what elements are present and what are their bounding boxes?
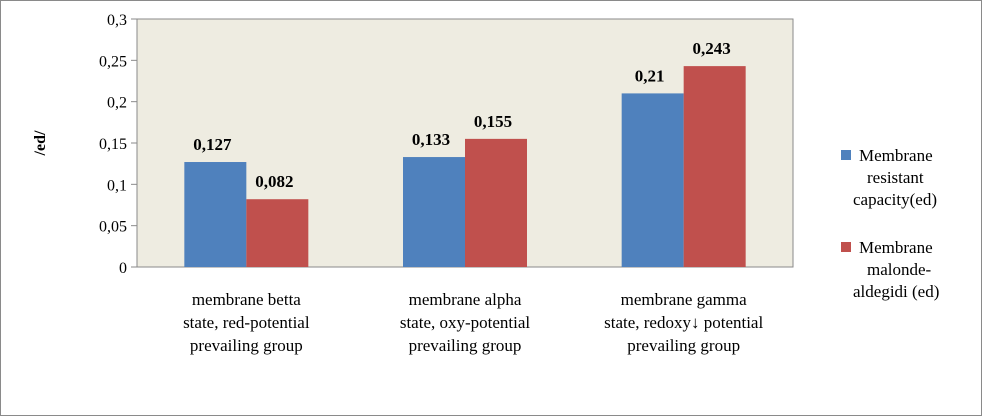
category-label: prevailing group: [409, 336, 522, 355]
bar: [184, 162, 247, 267]
legend-label: capacity(ed): [853, 190, 937, 209]
data-labels: 0,127 0,133 0,21 0,082 0,155 0,243: [193, 39, 731, 191]
data-label: 0,21: [635, 66, 665, 85]
legend-label: Membrane: [859, 146, 933, 165]
y-tick-label: 0,2: [107, 95, 127, 112]
category-label: membrane gamma: [621, 290, 747, 309]
category-label: state, oxy-potential: [400, 313, 531, 332]
y-axis-title: /ed/: [32, 130, 49, 156]
legend-label: resistant: [867, 168, 924, 187]
legend-label: malonde-: [867, 260, 932, 279]
legend-swatch: [841, 242, 851, 252]
category-label: prevailing group: [627, 336, 740, 355]
y-tick-label: 0,3: [107, 12, 127, 29]
data-label: 0,155: [474, 112, 512, 131]
legend: Membrane resistant capacity(ed) Membrane mal…: [841, 146, 939, 301]
y-tick-label: 0,25: [99, 53, 127, 70]
category-labels: membrane betta state, red-potential prevai…: [183, 290, 763, 355]
y-tick-label: 0: [119, 260, 127, 277]
category-label: state, red-potential: [183, 313, 310, 332]
y-tick-label: 0,05: [99, 219, 127, 236]
category-label: membrane alpha: [409, 290, 522, 309]
data-label: 0,243: [693, 39, 731, 58]
bar: [246, 199, 309, 267]
bar: [683, 66, 746, 268]
y-tick-label: 0,1: [107, 177, 127, 194]
bar: [621, 93, 684, 268]
data-label: 0,082: [255, 172, 293, 191]
data-label: 0,133: [412, 130, 450, 149]
legend-swatch: [841, 150, 851, 160]
legend-label: Membrane: [859, 238, 933, 257]
category-label: prevailing group: [190, 336, 303, 355]
bars: [184, 66, 746, 268]
category-label: state, redoxy↓ potential: [604, 313, 763, 332]
data-label: 0,127: [193, 135, 232, 154]
bar: [465, 138, 527, 267]
legend-label: aldegidi (ed): [853, 282, 939, 301]
bar: [403, 157, 465, 267]
y-tick-label: 0,15: [99, 136, 127, 153]
category-label: membrane betta: [192, 290, 301, 309]
